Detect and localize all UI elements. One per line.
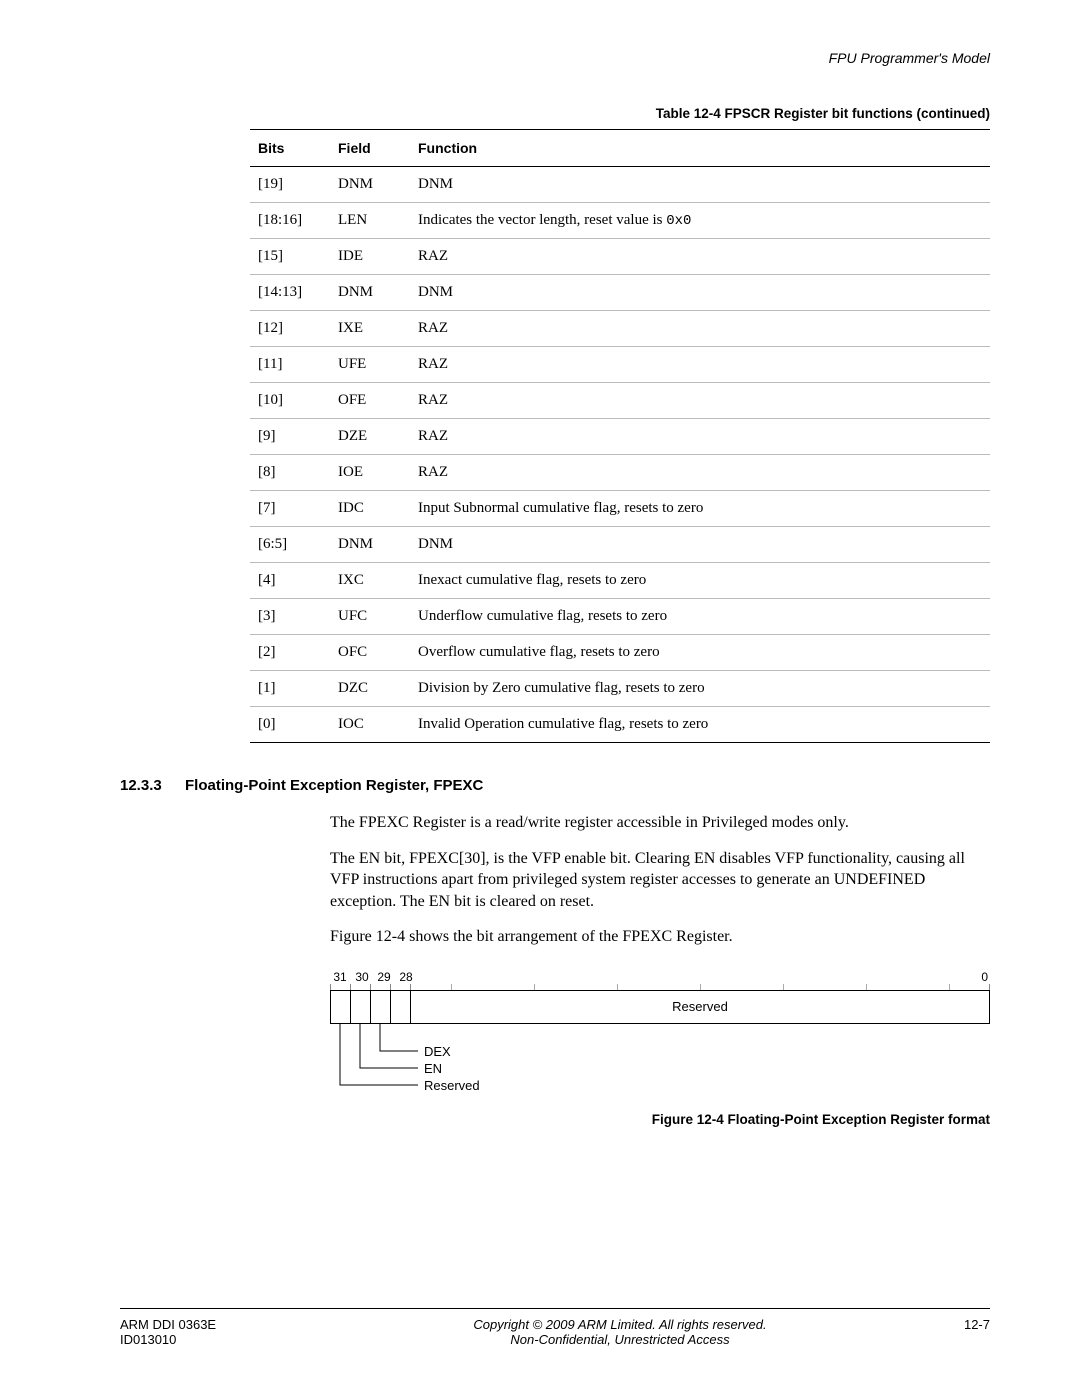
- table-row: [18:16]LENIndicates the vector length, r…: [250, 203, 990, 239]
- bit-label: 29: [374, 970, 394, 984]
- bit-label: 0: [981, 970, 990, 984]
- para-2: The EN bit, FPEXC[30], is the VFP enable…: [330, 848, 990, 913]
- table-row: [19]DNMDNM: [250, 167, 990, 203]
- bit-label: 30: [352, 970, 372, 984]
- copyright: Copyright © 2009 ARM Limited. All rights…: [330, 1317, 910, 1332]
- table-row: [10]OFERAZ: [250, 383, 990, 419]
- table-row: [8]IOERAZ: [250, 455, 990, 491]
- bit-label: 28: [396, 970, 416, 984]
- page-number: 12-7: [910, 1317, 990, 1347]
- bit-box-31: [331, 991, 351, 1023]
- col-header-bits: Bits: [250, 130, 330, 167]
- classification: Non-Confidential, Unrestricted Access: [330, 1332, 910, 1347]
- table-row: [6:5]DNMDNM: [250, 527, 990, 563]
- doc-sub-id: ID013010: [120, 1332, 330, 1347]
- bit-label: 31: [330, 970, 350, 984]
- chapter-header: FPU Programmer's Model: [120, 50, 990, 66]
- table-row: [2]OFCOverflow cumulative flag, resets t…: [250, 635, 990, 671]
- figure-caption: Figure 12-4 Floating-Point Exception Reg…: [120, 1112, 990, 1127]
- table-row: [1]DZCDivision by Zero cumulative flag, …: [250, 671, 990, 707]
- callout-dex: DEX: [424, 1044, 451, 1059]
- table-row: [3]UFCUnderflow cumulative flag, resets …: [250, 599, 990, 635]
- bit-box-30: [351, 991, 371, 1023]
- section-number: 12.3.3: [120, 777, 185, 794]
- reserved-region: Reserved: [411, 991, 989, 1023]
- table-row: [0]IOCInvalid Operation cumulative flag,…: [250, 707, 990, 743]
- para-1: The FPEXC Register is a read/write regis…: [330, 812, 990, 834]
- table-row: [7]IDCInput Subnormal cumulative flag, r…: [250, 491, 990, 527]
- bit-box-29: [371, 991, 391, 1023]
- table-row: [9]DZERAZ: [250, 419, 990, 455]
- table-row: [14:13]DNMDNM: [250, 275, 990, 311]
- table-row: [15]IDERAZ: [250, 239, 990, 275]
- table-row: [12]IXERAZ: [250, 311, 990, 347]
- callout-en: EN: [424, 1061, 442, 1076]
- register-diagram: 31 30 29 28 0 Reserved DEX EN Reserved: [330, 966, 990, 1094]
- doc-id: ARM DDI 0363E: [120, 1317, 330, 1332]
- col-header-field: Field: [330, 130, 410, 167]
- section-title: Floating-Point Exception Register, FPEXC: [185, 777, 483, 794]
- callout-reserved: Reserved: [424, 1078, 480, 1093]
- bit-box-28: [391, 991, 411, 1023]
- fpscr-table: Bits Field Function [19]DNMDNM[18:16]LEN…: [250, 129, 990, 743]
- para-3: Figure 12-4 shows the bit arrangement of…: [330, 926, 990, 948]
- table-caption: Table 12-4 FPSCR Register bit functions …: [120, 106, 990, 121]
- col-header-function: Function: [410, 130, 990, 167]
- page-footer: ARM DDI 0363E ID013010 Copyright © 2009 …: [120, 1308, 990, 1347]
- table-row: [4]IXCInexact cumulative flag, resets to…: [250, 563, 990, 599]
- table-row: [11]UFERAZ: [250, 347, 990, 383]
